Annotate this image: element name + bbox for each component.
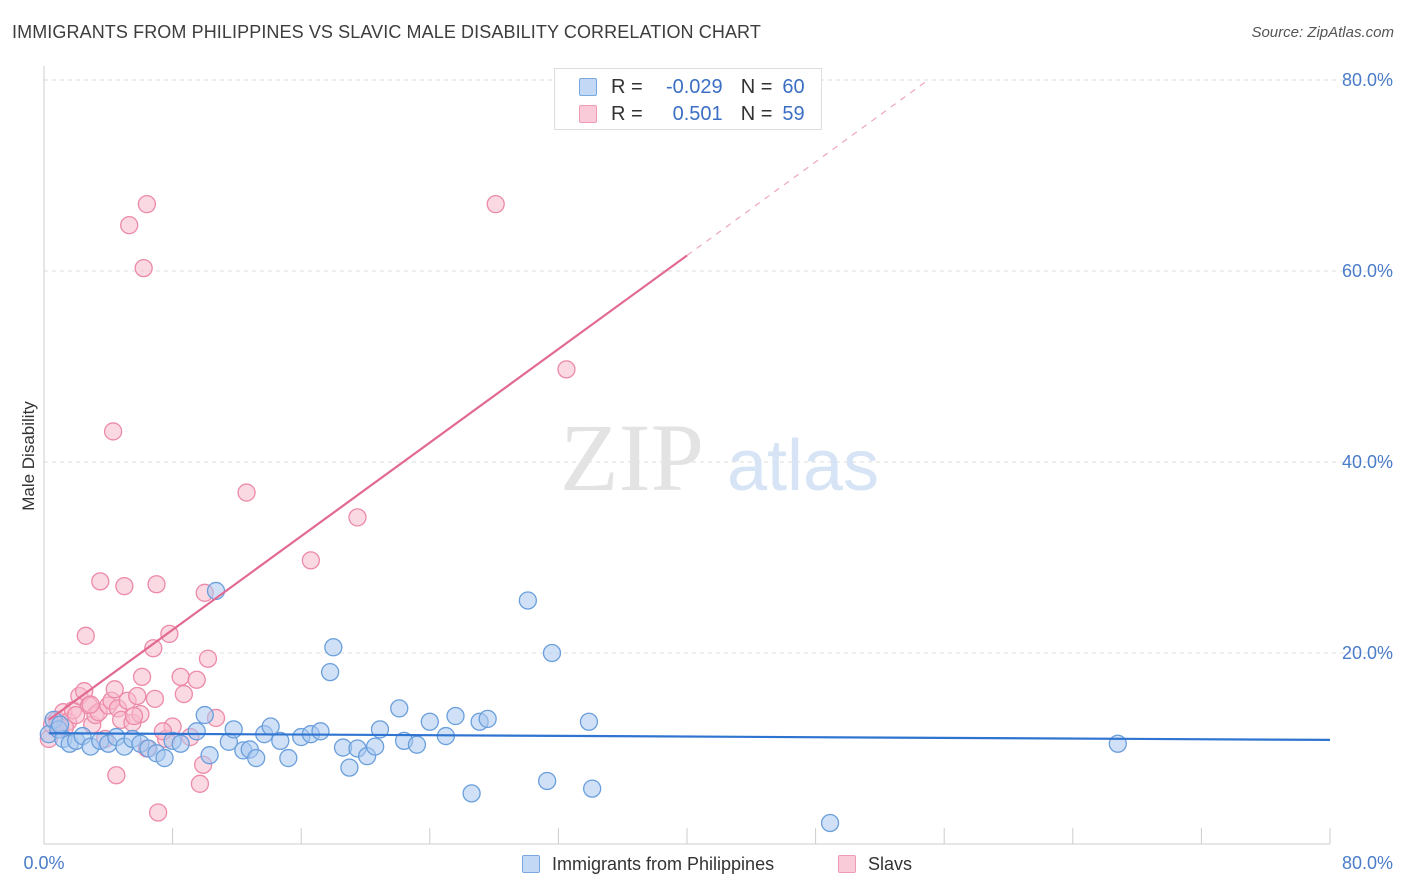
point-slavs	[67, 705, 86, 725]
point-slavs	[148, 803, 168, 822]
point-philippines	[261, 717, 280, 736]
legend-swatch-blue	[522, 855, 540, 873]
y-tick-label: 20.0%	[1342, 643, 1393, 663]
point-slavs	[132, 667, 152, 687]
legend-swatch-pink	[838, 855, 856, 873]
legend-n-value: 59	[782, 102, 805, 125]
point-philippines	[340, 758, 359, 777]
point-philippines	[370, 720, 390, 739]
legend-item-philippines: Immigrants from Philippines	[522, 852, 774, 876]
legend-r-value: 0.501	[672, 102, 723, 125]
point-philippines	[224, 720, 243, 739]
legend-n-label: N =	[740, 75, 773, 98]
legend-row-philippines: R = -0.029 N = 60	[579, 75, 805, 99]
chart-title: IMMIGRANTS FROM PHILIPPINES VS SLAVIC MA…	[12, 22, 761, 42]
point-slavs	[137, 194, 157, 214]
trendline-slavs-extension	[686, 79, 929, 256]
y-tick-label: 60.0%	[1342, 261, 1393, 281]
legend-r-value: -0.029	[665, 75, 723, 98]
source-label: Source: ZipAtlas.com	[1251, 24, 1394, 41]
point-slavs	[190, 774, 210, 793]
point-slavs	[174, 684, 194, 704]
y-axis-title: Male Disability	[19, 401, 38, 511]
point-slavs	[124, 706, 144, 726]
point-slavs	[81, 695, 100, 714]
legend-swatch-blue	[579, 78, 597, 96]
point-philippines	[279, 748, 298, 768]
trendline-slavs	[48, 254, 688, 721]
point-philippines	[407, 735, 427, 754]
point-philippines	[518, 591, 538, 610]
legend-item-slavs: Slavs	[838, 852, 912, 876]
trend-layer	[48, 79, 1331, 742]
legend-r-label: R =	[611, 102, 643, 125]
stats-legend: R = -0.029 N = 60 R = 0.501 N = 59	[554, 68, 822, 130]
legend-n-value: 60	[782, 75, 805, 98]
tick-labels: 20.0% 40.0% 60.0% 80.0% 0.0% 80.0% Male Disabi…	[19, 70, 1393, 873]
point-slavs	[105, 680, 124, 699]
point-slavs	[134, 258, 153, 278]
point-philippines	[187, 722, 206, 741]
point-slavs	[128, 686, 147, 706]
y-tick-label: 40.0%	[1342, 452, 1393, 472]
point-slavs	[147, 575, 166, 594]
legend-label-slavs: Slavs	[868, 853, 913, 874]
point-slavs	[107, 766, 126, 785]
watermark: ZIP atlas	[560, 404, 879, 511]
legend-row-slavs: R = 0.501 N = 59	[579, 102, 805, 126]
watermark-zip: ZIP	[560, 404, 704, 511]
point-philippines	[583, 779, 602, 798]
point-slavs	[348, 508, 367, 527]
point-philippines	[420, 712, 439, 731]
point-slavs	[557, 360, 576, 379]
point-philippines	[50, 715, 70, 734]
point-philippines	[271, 731, 290, 751]
point-philippines	[446, 706, 465, 726]
point-philippines	[537, 771, 557, 791]
legend-n-label: N =	[740, 102, 773, 125]
x-tick-label: 0.0%	[23, 853, 64, 873]
point-slavs	[301, 551, 320, 570]
point-slavs	[115, 577, 134, 596]
point-slavs	[120, 216, 139, 235]
point-philippines	[579, 712, 599, 731]
point-slavs	[91, 572, 110, 591]
axis-layer	[43, 66, 1331, 845]
point-slavs	[171, 667, 190, 687]
y-tick-label: 80.0%	[1342, 70, 1393, 90]
point-philippines	[311, 722, 330, 741]
legend-r-label: R =	[611, 75, 643, 98]
point-slavs	[486, 194, 505, 214]
point-philippines	[155, 748, 174, 768]
point-philippines	[324, 638, 343, 657]
point-slavs	[198, 649, 218, 668]
point-slavs	[103, 422, 123, 441]
point-philippines	[478, 709, 497, 729]
point-philippines	[365, 737, 385, 756]
point-philippines	[195, 705, 214, 725]
point-philippines	[320, 662, 340, 682]
point-philippines	[542, 643, 562, 663]
point-slavs	[144, 639, 163, 658]
point-philippines	[820, 813, 840, 833]
x-tick-label: 80.0%	[1342, 853, 1393, 873]
point-philippines	[390, 699, 409, 718]
point-slavs	[187, 670, 206, 689]
point-philippines	[247, 748, 266, 768]
points-layer	[39, 194, 1127, 833]
grid-layer	[44, 79, 1392, 654]
watermark-atlas: atlas	[727, 426, 879, 506]
point-slavs	[237, 483, 256, 502]
point-philippines	[200, 746, 219, 765]
point-philippines	[171, 734, 190, 753]
point-philippines	[462, 784, 481, 803]
legend-swatch-pink	[579, 105, 597, 123]
trendline-philippines	[48, 732, 1331, 742]
point-slavs	[76, 626, 95, 645]
legend-label-philippines: Immigrants from Philippines	[552, 853, 775, 874]
point-slavs	[145, 689, 165, 708]
